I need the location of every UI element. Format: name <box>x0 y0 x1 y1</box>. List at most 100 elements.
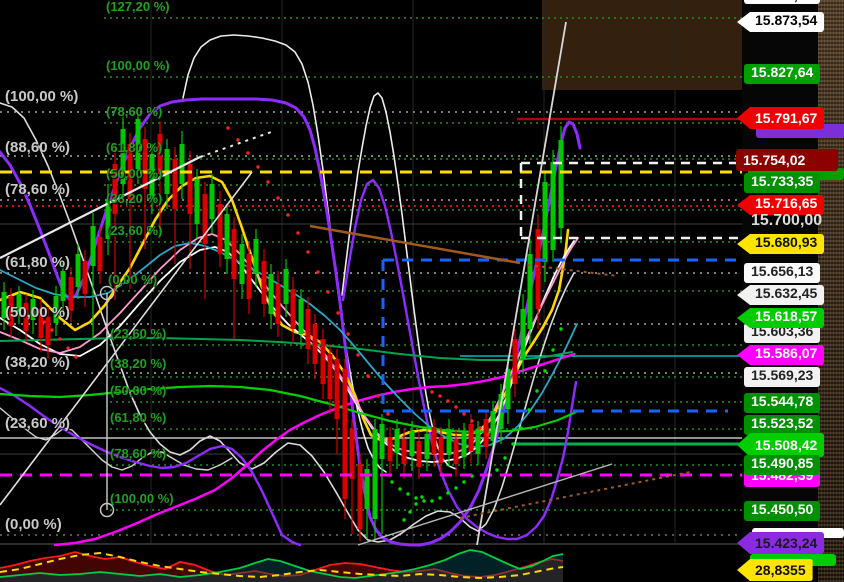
price-chart[interactable] <box>0 0 742 582</box>
candle-body <box>149 154 155 199</box>
candle-body <box>105 199 111 239</box>
candle-body <box>187 164 193 214</box>
trendline-brown-dotted[interactable] <box>527 264 619 277</box>
sar-red <box>486 433 490 437</box>
candle-body <box>364 469 370 509</box>
sar-red <box>470 419 474 423</box>
sar-red <box>454 405 458 409</box>
magenta-curve <box>53 352 576 547</box>
candle-body <box>394 429 400 453</box>
handle-bottom[interactable] <box>99 502 115 518</box>
price-badge: 15.733,35 <box>744 173 821 193</box>
candle-body <box>112 164 118 214</box>
candle-body <box>90 226 96 266</box>
price-badge: 15.569,23 <box>744 367 821 387</box>
trendline-steep[interactable] <box>476 21 567 546</box>
price-badge: 15.791,67 <box>737 107 825 129</box>
candle-body <box>379 424 385 459</box>
candle-body <box>53 296 59 323</box>
candle-body <box>253 239 259 274</box>
panel-red <box>0 551 564 578</box>
candle-body <box>372 429 378 519</box>
candle-body <box>120 129 126 184</box>
purple-arc-inner <box>341 178 578 541</box>
sar-red <box>276 196 280 200</box>
candle-body <box>1 292 7 318</box>
sar-green <box>519 426 523 430</box>
sar-green <box>495 468 499 472</box>
candle-body <box>157 134 163 174</box>
panel-yellow-dashed <box>0 551 564 580</box>
trendline-long[interactable] <box>0 171 253 506</box>
price-axis[interactable]: 15.893,36 15.873,54 15.827,64 15.791,67 15.7… <box>736 0 844 582</box>
candle-body <box>327 354 333 399</box>
candle-body <box>416 441 422 467</box>
sar-red <box>256 165 260 169</box>
price-badge: 15.450,50 <box>744 501 821 521</box>
white-ma <box>0 240 575 463</box>
price-badge: 15.618,57 <box>737 308 825 328</box>
price-badge: 15.423,24 <box>737 532 825 554</box>
purple-band-main <box>0 97 582 547</box>
sar-green <box>408 510 412 514</box>
sar-red <box>74 355 78 359</box>
candle-body <box>16 294 22 312</box>
candle-body <box>275 284 281 324</box>
panel-green <box>0 549 564 579</box>
white-arc-1 <box>182 34 387 473</box>
chart-objects[interactable] <box>0 21 742 546</box>
candle-body <box>135 119 141 169</box>
candle-body <box>75 254 81 287</box>
sar-green <box>543 369 547 373</box>
price-badge: 15.523,52 <box>744 415 821 435</box>
price-badge: 15.544,78 <box>744 393 821 413</box>
candle-body <box>542 182 548 262</box>
sar-green <box>551 348 555 352</box>
price-badge: 15.586,07 <box>737 345 825 365</box>
candle-body <box>505 369 511 409</box>
candle-body <box>431 427 437 454</box>
green-ma-fast <box>0 384 578 434</box>
chart-background <box>542 0 742 90</box>
candle-body <box>172 159 178 209</box>
candle-body <box>527 254 533 329</box>
indicator-curves <box>0 34 582 547</box>
candle-body <box>224 214 230 259</box>
price-badge: 15.680,93 <box>737 234 825 254</box>
candle-body <box>483 419 489 447</box>
trendline-brown-dotted-low[interactable] <box>459 471 691 519</box>
white-arc-2 <box>341 92 457 470</box>
candle-body <box>550 162 556 250</box>
sar-green <box>430 499 434 503</box>
candle-body <box>30 299 36 320</box>
price-badge: 15.873,54 <box>737 12 825 32</box>
sar-red <box>296 231 300 235</box>
sar-green <box>420 495 424 499</box>
candle-body <box>283 269 289 304</box>
candle-body <box>45 317 51 345</box>
fib-level-lines <box>0 17 742 536</box>
indicator-panel <box>0 547 742 582</box>
trendline-upper[interactable] <box>0 156 201 259</box>
candle-body <box>268 274 274 314</box>
sar-red <box>316 270 320 274</box>
panel-red-fill <box>0 552 563 582</box>
trendline-upper-dotted[interactable] <box>199 130 275 158</box>
candle-body <box>23 303 29 331</box>
candle-body <box>320 339 326 384</box>
purple-band-left <box>0 386 302 547</box>
sar-red <box>286 213 290 217</box>
sar-green <box>414 496 418 500</box>
price-badge: 15.490,85 <box>744 455 821 475</box>
candle-body <box>349 429 355 479</box>
handle-top[interactable] <box>99 285 115 301</box>
trendline-brown[interactable] <box>309 224 521 265</box>
candle-body <box>261 261 267 304</box>
sar-red <box>438 394 442 398</box>
candle-body <box>298 299 304 334</box>
candle-body <box>38 309 44 338</box>
trendline-gray-rising[interactable] <box>357 463 613 546</box>
sar-green <box>527 408 531 412</box>
sar-red <box>478 426 482 430</box>
sar-green <box>454 486 458 490</box>
